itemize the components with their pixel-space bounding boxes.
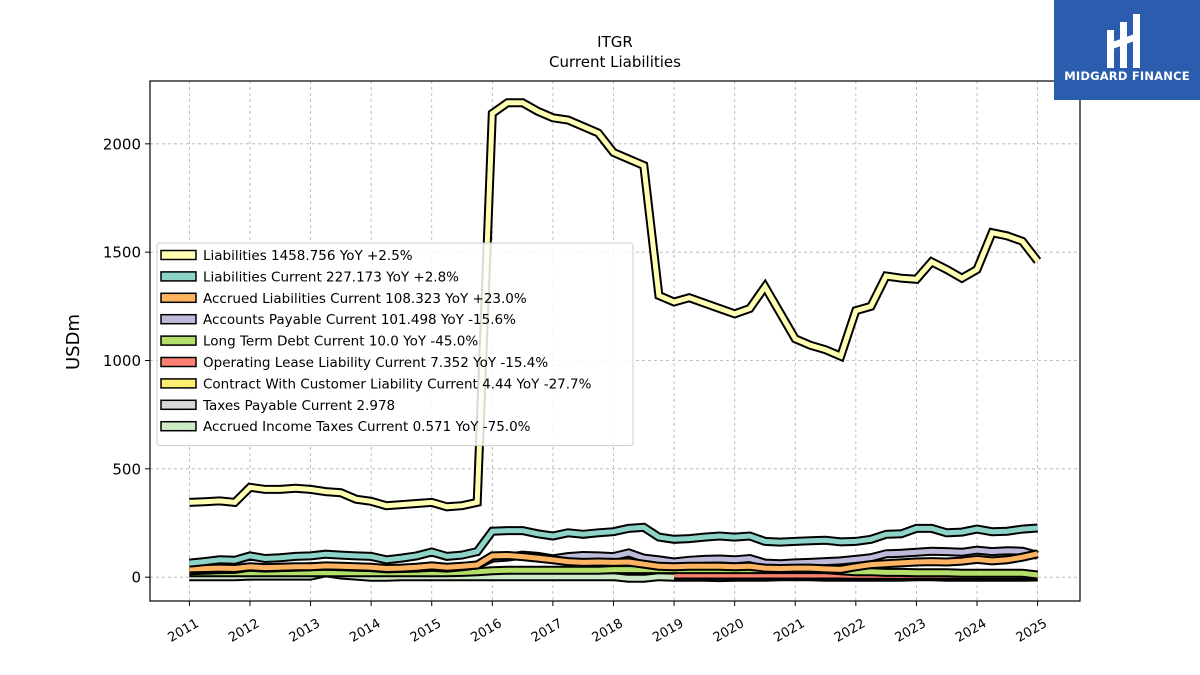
legend-swatch	[160, 249, 197, 261]
series-line	[189, 551, 1039, 572]
legend-label: Liabilities Current 227.173 YoY +2.8%	[203, 269, 459, 285]
legend-label: Accrued Liabilities Current 108.323 YoY …	[203, 291, 527, 307]
series-liabilities-current	[188, 522, 1038, 568]
series-accrued-liabilities-current	[189, 549, 1039, 574]
x-tick-label: 2017	[529, 616, 565, 646]
x-tick-label: 2012	[226, 616, 262, 646]
legend-swatch	[160, 335, 197, 346]
legend-label: Accrued Income Taxes Current 0.571 YoY -…	[203, 419, 531, 435]
legend-item: Accrued Income Taxes Current 0.571 YoY -…	[160, 419, 531, 435]
x-tick-label: 2013	[287, 616, 323, 646]
y-tick-label: 1500	[103, 244, 141, 262]
legend-item: Operating Lease Liability Current 7.352 …	[160, 355, 548, 371]
midgard-logo-icon	[1107, 14, 1140, 68]
x-tick-label: 2022	[832, 616, 868, 646]
legend-item: Accounts Payable Current 101.498 YoY -15…	[160, 312, 516, 328]
x-tick-label: 2024	[953, 616, 989, 646]
y-tick-label: 0	[131, 569, 141, 587]
series-line	[189, 524, 1038, 566]
x-tick-label: 2011	[166, 616, 202, 646]
y-tick-label: 2000	[103, 135, 141, 153]
x-axis: 2011 2012 2013 2014 2015 2016 2017 2018 2019 2020…	[166, 601, 1050, 646]
series-line	[189, 567, 1038, 578]
x-tick-label: 2019	[650, 616, 686, 646]
legend-item: Contract With Customer Liability Current…	[160, 376, 592, 392]
legend-swatch	[160, 356, 197, 368]
legend-box	[156, 242, 634, 447]
series-line	[189, 100, 1040, 510]
legend: Liabilities 1458.756 YoY +2.5% Liabilitie…	[156, 242, 634, 447]
series-layer	[188, 98, 1042, 583]
x-tick-label: 2025	[1014, 616, 1050, 646]
series-liabilities	[189, 98, 1042, 512]
legend-swatch	[160, 313, 197, 325]
legend-swatch	[160, 271, 197, 282]
legend-swatch	[160, 399, 197, 411]
x-tick-label: 2021	[771, 616, 807, 646]
x-tick-label: 2014	[347, 616, 383, 646]
legend-swatch	[160, 292, 197, 304]
legend-label: Contract With Customer Liability Current…	[203, 376, 592, 392]
series-long-term-debt-current	[189, 565, 1039, 580]
plot-frame	[149, 80, 1081, 602]
x-tick-label: 2016	[468, 616, 504, 646]
x-tick-label: 2023	[893, 616, 929, 646]
y-tick-label: 500	[112, 460, 141, 478]
legend-label: Long Term Debt Current 10.0 YoY -45.0%	[203, 334, 478, 350]
legend-label: Taxes Payable Current 2.978	[202, 398, 395, 414]
legend-item: Long Term Debt Current 10.0 YoY -45.0%	[160, 334, 478, 350]
brand-name: MIDGARD FINANCE	[1064, 69, 1190, 83]
legend-item: Liabilities Current 227.173 YoY +2.8%	[160, 269, 459, 285]
chart-title: ITGR	[597, 33, 633, 51]
y-axis-label: USDm	[63, 314, 84, 370]
x-tick-label: 2015	[408, 616, 444, 646]
brand-logo: MIDGARD FINANCE	[1054, 0, 1200, 100]
legend-label: Operating Lease Liability Current 7.352 …	[203, 355, 548, 371]
x-tick-label: 2018	[590, 616, 626, 646]
legend-label: Accounts Payable Current 101.498 YoY -15…	[203, 312, 516, 328]
y-axis: 0 500 1000 1500 2000	[103, 135, 150, 587]
legend-item: Liabilities 1458.756 YoY +2.5%	[160, 248, 413, 264]
legend-item: Taxes Payable Current 2.978	[160, 398, 395, 414]
x-tick-label: 2020	[711, 616, 747, 646]
legend-swatch	[160, 420, 197, 432]
legend-label: Liabilities 1458.756 YoY +2.5%	[203, 248, 413, 264]
y-tick-label: 1000	[103, 352, 141, 370]
legend-item: Accrued Liabilities Current 108.323 YoY …	[160, 291, 527, 307]
legend-swatch	[160, 378, 197, 389]
chart-subtitle: Current Liabilities	[549, 53, 681, 71]
